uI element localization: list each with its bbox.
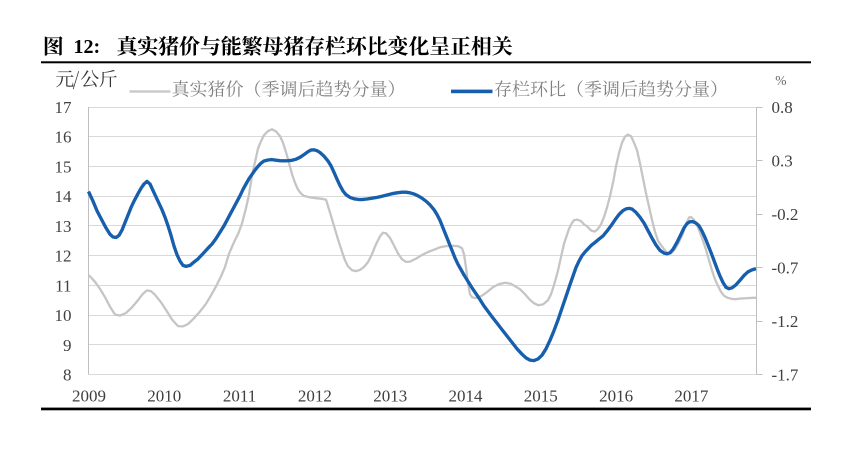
svg-text:15: 15 (55, 157, 72, 176)
svg-text:2011: 2011 (223, 387, 256, 406)
svg-text:2009: 2009 (72, 387, 106, 406)
svg-text:17: 17 (55, 98, 73, 117)
svg-text:9: 9 (63, 336, 72, 355)
svg-text:8: 8 (63, 366, 72, 385)
svg-text:-1.7: -1.7 (772, 366, 799, 385)
svg-text:14: 14 (55, 187, 73, 206)
svg-text:16: 16 (55, 128, 72, 147)
svg-text:2017: 2017 (674, 387, 709, 406)
svg-text:0.8: 0.8 (772, 98, 793, 117)
svg-text:-1.2: -1.2 (772, 312, 799, 331)
svg-text:13: 13 (55, 217, 72, 236)
svg-text:-0.2: -0.2 (772, 205, 799, 224)
svg-text:-0.7: -0.7 (772, 259, 799, 278)
svg-text:11: 11 (55, 276, 71, 295)
svg-text:2013: 2013 (373, 387, 407, 406)
svg-text:10: 10 (55, 306, 72, 325)
svg-text:2015: 2015 (524, 387, 558, 406)
svg-text:2012: 2012 (298, 387, 332, 406)
svg-text:12: 12 (55, 247, 72, 266)
svg-text:2016: 2016 (599, 387, 633, 406)
svg-text:%: % (775, 73, 786, 88)
svg-text:12:: 12: (74, 36, 101, 58)
svg-text:0.3: 0.3 (772, 152, 793, 171)
svg-text:2010: 2010 (147, 387, 181, 406)
svg-text:2014: 2014 (449, 387, 484, 406)
